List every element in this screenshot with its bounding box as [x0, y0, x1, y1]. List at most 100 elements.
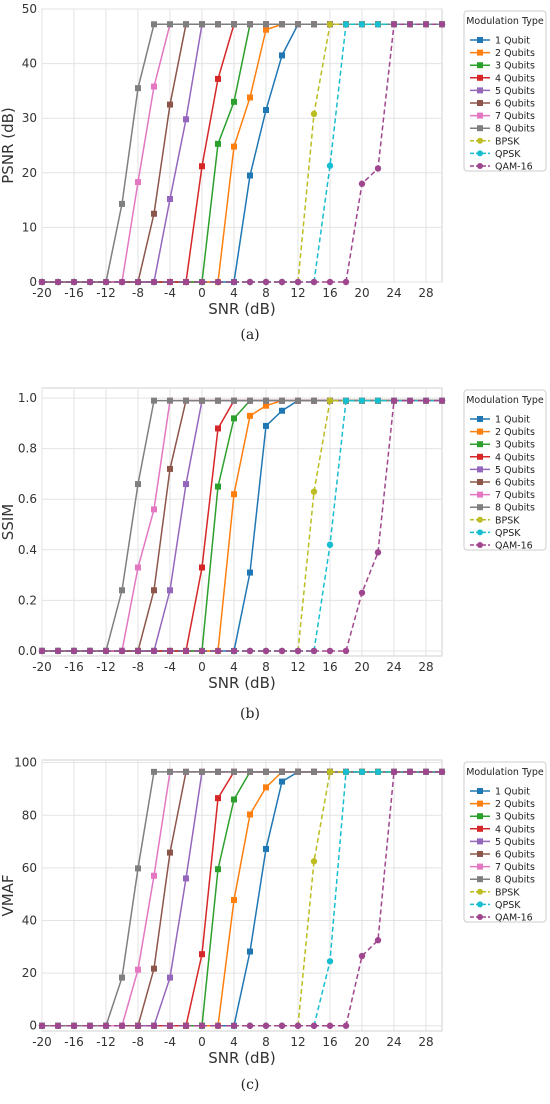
data-point — [86, 278, 94, 286]
data-point — [279, 52, 285, 59]
data-point — [279, 397, 285, 404]
x-tick-label: -8 — [132, 660, 144, 674]
data-point — [374, 549, 382, 556]
legend-label: 5 Qubits — [495, 465, 535, 476]
x-tick-label: 12 — [290, 286, 305, 300]
data-point — [86, 647, 94, 655]
legend-marker — [477, 416, 483, 422]
x-axis-label: SNR (dB) — [208, 300, 275, 318]
data-point — [183, 875, 189, 882]
data-point — [167, 397, 173, 404]
data-point — [54, 278, 62, 286]
legend-item: QAM-16 — [470, 913, 533, 924]
legend-label: BPSK — [495, 887, 520, 898]
x-tick-label: -8 — [132, 286, 144, 300]
data-point — [263, 845, 269, 852]
legend-item: 7 Qubits — [470, 490, 535, 501]
legend-marker — [477, 100, 483, 106]
data-point — [215, 795, 221, 802]
data-point — [422, 768, 430, 776]
data-point — [215, 21, 221, 28]
data-point — [263, 422, 269, 429]
series-qam-16 — [38, 768, 446, 1029]
legend-item: 5 Qubits — [470, 86, 535, 97]
legend-label: 4 Qubits — [495, 824, 535, 835]
data-point — [262, 647, 270, 655]
data-point — [278, 1022, 286, 1029]
data-point — [294, 278, 302, 286]
x-axis-label: SNR (dB) — [208, 1049, 275, 1067]
data-point — [135, 481, 141, 488]
data-point — [119, 200, 125, 207]
data-point — [358, 768, 366, 776]
legend-marker — [477, 87, 483, 94]
legend-label: 3 Qubits — [495, 61, 535, 72]
legend-marker — [477, 504, 483, 511]
data-point — [247, 768, 253, 775]
x-tick-label: 28 — [418, 1035, 433, 1049]
data-point — [214, 278, 222, 286]
legend-item: 4 Qubits — [470, 824, 535, 835]
legend-label: QPSK — [495, 149, 521, 160]
data-point — [118, 1022, 126, 1029]
caption-b: (b) — [240, 706, 260, 722]
data-point — [246, 1022, 254, 1029]
legend-label: 1 Qubit — [495, 787, 530, 798]
legend-item: QPSK — [470, 149, 521, 160]
legend-label: QPSK — [495, 528, 521, 539]
caption-a: (a) — [240, 327, 260, 343]
legend-marker — [477, 876, 483, 883]
data-point — [198, 647, 206, 655]
data-point — [438, 21, 446, 28]
data-point — [151, 587, 157, 594]
data-point — [374, 21, 382, 28]
data-point — [390, 21, 398, 28]
data-point — [230, 647, 238, 655]
data-point — [422, 21, 430, 28]
data-point — [390, 768, 398, 776]
data-point — [310, 858, 318, 865]
x-tick-label: -12 — [96, 1035, 116, 1049]
legend-marker — [477, 800, 483, 807]
data-point — [263, 26, 269, 33]
data-point — [151, 506, 157, 513]
legend-item: 3 Qubits — [470, 61, 535, 72]
data-point — [215, 75, 221, 82]
data-point — [230, 1022, 238, 1029]
y-tick-label: 10 — [22, 220, 37, 234]
x-tick-label: -20 — [32, 286, 52, 300]
data-point — [150, 1022, 158, 1029]
data-point — [311, 397, 317, 404]
legend-box — [463, 389, 547, 551]
data-point — [167, 974, 173, 981]
data-point — [134, 647, 142, 655]
x-tick-label: 12 — [290, 1035, 305, 1049]
x-tick-label: 4 — [230, 1035, 238, 1049]
legend-marker — [477, 529, 483, 536]
legend-item: 7 Qubits — [470, 111, 535, 122]
data-point — [342, 647, 350, 655]
chart-ssim: -20 -16 -12 -8 -4 0 4 8 12 16 20 24 28 0.0 0.2 0.4 0.6 0.… — [0, 387, 547, 692]
x-tick-label: -12 — [96, 286, 116, 300]
data-point — [167, 849, 173, 856]
legend-label: 1 Qubit — [495, 36, 530, 47]
x-tick-label: -20 — [32, 1035, 52, 1049]
legend-label: 1 Qubit — [495, 415, 530, 426]
legend-item: 3 Qubits — [470, 812, 535, 823]
data-point — [358, 589, 366, 596]
x-tick-label: 20 — [354, 1035, 369, 1049]
y-tick-label: 30 — [22, 111, 37, 125]
data-point — [183, 481, 189, 488]
data-point — [295, 397, 301, 404]
y-tick-label: 20 — [22, 966, 37, 980]
x-tick-label: -16 — [64, 286, 84, 300]
x-tick-label: 4 — [230, 660, 238, 674]
legend-marker — [477, 479, 483, 485]
legend-title: Modulation Type — [466, 16, 544, 27]
data-point — [247, 21, 253, 28]
data-point — [199, 951, 205, 958]
x-tick-label: 8 — [262, 1035, 270, 1049]
x-tick-label: 8 — [262, 660, 270, 674]
